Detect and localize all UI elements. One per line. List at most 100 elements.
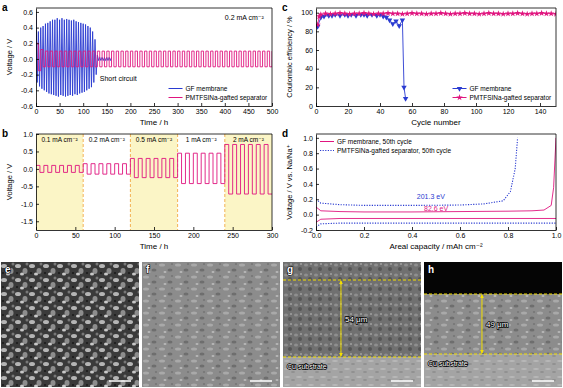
tick-label: -0.4 [21,87,33,94]
tick: 150 [101,103,113,115]
tick: 50 [72,227,80,239]
tick: 0.4 [23,24,39,31]
y-axis: -1.5-1.0-0.50.00.51.0 [21,131,39,231]
tick: 1.0 [303,135,319,142]
segment-label: 0.5 mA cm⁻² [136,136,173,143]
series-marker [404,10,410,16]
tick-label: 20 [345,108,353,115]
x-axis: 050100150200250300 [35,227,279,239]
axis-line [36,135,37,231]
x-axis-title: Time / h [140,118,169,127]
sem-image: 54 μmCu substrateg [283,262,421,387]
tick: -1.0 [21,201,39,208]
substrate-label: Cu substrate [287,363,327,370]
tick-mark [130,103,131,106]
tick-mark [316,13,319,14]
legend-entry: GF membrane, 50th cycle [320,138,412,146]
annotation: 201.3 eV [417,193,445,200]
image-texture [424,262,562,387]
tick-label: 200 [188,232,200,239]
tick-label: 250 [227,232,239,239]
x-axis: 050100150200250300350400450500 [35,103,279,115]
panel-label: f [146,264,150,275]
tick: 40 [377,103,385,115]
tick: 200 [188,227,200,239]
plot-area [316,138,556,227]
tick-mark [36,28,39,29]
y-axis-title: Coulombic efficiency / % [285,16,294,98]
tick-label: 0.4 [408,232,418,239]
frame [272,8,273,106]
tick-mark [36,75,39,76]
tick-label: -0.2 [21,71,33,78]
x-axis: 0.00.20.40.60.81.0 [312,227,562,239]
series-marker [351,10,357,16]
tick: 0.2 [360,227,370,239]
tick: -0.4 [21,87,39,94]
x-axis-title: Cycle number [411,118,461,127]
panel-label: g [287,264,293,275]
tick-label: 80 [305,28,313,35]
series-marker [457,10,463,16]
tick: 20 [305,84,319,91]
tick: 0.6 [456,227,466,239]
segment-label: 1 mA cm⁻² [186,136,218,143]
tick: 80 [305,28,319,35]
legend: GF membranePMTFSINa-gafted separator [453,85,552,102]
tick-mark [36,151,39,152]
tick-mark [316,87,319,88]
tick: 20 [345,103,353,115]
image-texture [283,262,421,387]
legend-label: GF membrane, 50th cycle [337,138,412,146]
tick-mark [201,103,202,106]
tick: 250 [227,227,239,239]
tick-label: 150 [101,108,113,115]
legend-label: GF membrane [186,85,228,92]
tick: 450 [243,103,255,115]
tick-mark [556,227,557,230]
tick-label: -1.5 [21,218,33,225]
tick-label: 0 [35,108,39,115]
series-marker [505,10,511,16]
tick: 60 [409,103,417,115]
tick-label: 0.5 [23,148,33,155]
image-background [424,262,562,294]
tick-label: 0.6 [23,9,33,16]
annotation: 0.2 mA cm⁻² [225,14,265,21]
frame [556,134,557,230]
tick-label: 1.0 [552,232,562,239]
tick-label: -1.0 [21,201,33,208]
tick-mark [36,221,39,222]
series-marker [390,22,395,27]
axis-line [316,135,317,231]
tick-label: 300 [172,108,184,115]
tick-label: 100 [78,108,90,115]
tick: 0.5 [23,148,39,155]
tick-label: 40 [305,65,313,72]
series-marker [337,14,342,19]
tick-label: -0.6 [21,103,33,110]
guide-line [424,294,562,295]
series-marker [414,10,420,16]
tick-mark [36,59,39,60]
tick-mark [272,227,273,230]
image-substrate [424,354,562,387]
tick-mark [248,103,249,106]
tick: 200 [125,103,137,115]
tick-mark [272,103,273,106]
scale-bar [250,380,272,382]
frame [36,8,272,9]
tick-mark [364,227,365,230]
tick-mark [380,103,381,106]
segment-divider [130,134,131,230]
series-line [316,138,556,222]
tick-mark [316,215,319,216]
tick: 120 [503,103,515,115]
tick: 0.4 [408,227,418,239]
y-axis-title: Voltage / V vs. Na/Na⁺ [285,144,294,219]
tick-mark [348,103,349,106]
frame [36,134,272,135]
tick-mark [460,227,461,230]
tick-label: 50 [56,108,64,115]
legend-swatch [320,141,334,142]
